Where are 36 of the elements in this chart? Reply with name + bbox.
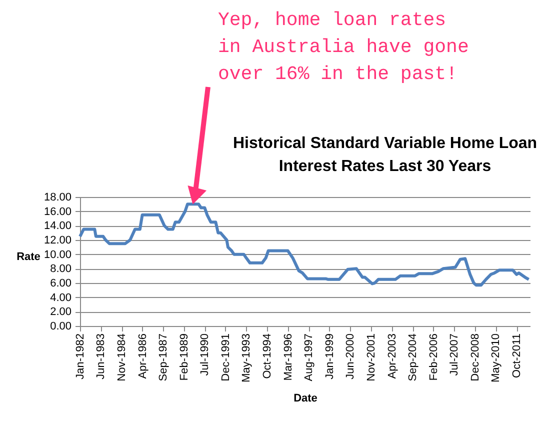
x-tick-label: Nov-2001 (366, 334, 378, 382)
y-tick-label: 12.00 (44, 234, 72, 246)
y-tick-label: 6.00 (50, 278, 72, 290)
x-tick-label: Jul-2007 (448, 334, 461, 376)
y-tick-label: 16.00 (44, 206, 72, 218)
y-tick-label: 2.00 (50, 306, 72, 318)
x-tick-label: May-1993 (240, 334, 253, 382)
x-tick-label: Sep-2004 (407, 334, 420, 382)
x-tick-label: Feb-2006 (428, 334, 440, 381)
x-tick-label: Jul-1990 (199, 334, 212, 376)
x-tick-label: Jun-2000 (344, 334, 357, 380)
x-tick-label: Aug-1997 (303, 334, 316, 382)
y-axis-title: Rate (16, 251, 40, 263)
annotation: Yep, home loan rates in Australia have gone over 16% in the past! (218, 9, 469, 85)
x-tick-label: Dec-2008 (469, 334, 482, 382)
x-tick-label: Jan-1999 (324, 334, 336, 380)
x-tick-label: Mar-1996 (282, 334, 294, 381)
x-tick-label: Oct-1994 (262, 334, 274, 379)
x-tick-label: Apr-2003 (386, 334, 398, 379)
x-axis-title: Date (294, 392, 318, 404)
x-tick-label: Dec-1991 (220, 334, 232, 382)
x-tick-label: Jun-1983 (95, 334, 108, 380)
x-tick-label: Apr-1986 (136, 334, 149, 379)
x-tick-label: Nov-1984 (116, 334, 128, 382)
x-tick-label: Jan-1982 (74, 334, 86, 380)
y-tick-label: 10.00 (44, 248, 72, 261)
y-tick-label: 4.00 (50, 292, 72, 304)
y-tick-label: 18.00 (44, 192, 72, 204)
chart-title: Historical Standard Variable Home Loan Interest Rates Last 30 Years (232, 135, 538, 175)
x-tick-label: Oct-2011 (511, 334, 523, 378)
x-tick-label: Sep-1987 (158, 334, 170, 382)
x-tick-label: May-2010 (490, 334, 502, 382)
y-tick-label: 14.00 (44, 220, 72, 232)
y-tick-label: 0.00 (50, 320, 72, 332)
y-tick-label: 8.00 (50, 263, 72, 276)
x-tick-label: Feb-1989 (178, 334, 190, 381)
